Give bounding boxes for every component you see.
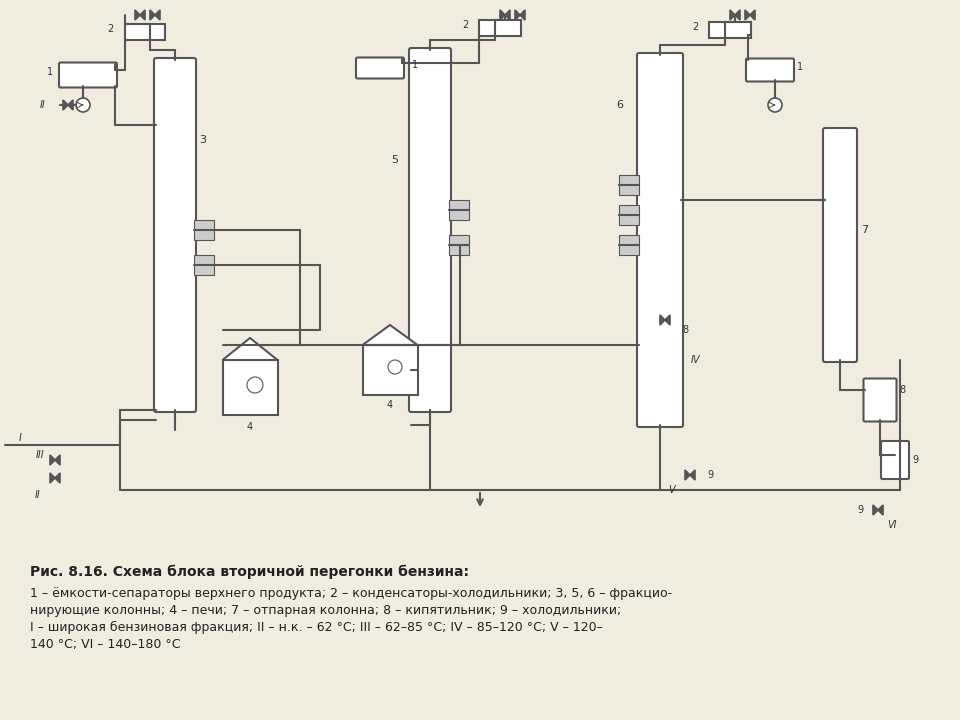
FancyBboxPatch shape	[881, 441, 909, 479]
Polygon shape	[520, 10, 525, 20]
Text: IV: IV	[690, 355, 700, 365]
Bar	[125, 24, 165, 40]
Polygon shape	[690, 470, 695, 480]
Text: 9: 9	[707, 470, 713, 480]
Polygon shape	[50, 473, 55, 483]
Text: 1: 1	[797, 62, 804, 72]
Text: I: I	[18, 433, 21, 443]
Text: 1: 1	[47, 67, 53, 77]
Polygon shape	[745, 10, 750, 20]
Polygon shape	[63, 100, 68, 110]
Polygon shape	[50, 455, 55, 465]
Circle shape	[76, 98, 90, 112]
Polygon shape	[55, 455, 60, 465]
Polygon shape	[505, 10, 510, 20]
Text: 9: 9	[857, 505, 863, 515]
Text: 5: 5	[392, 155, 398, 165]
Text: 2: 2	[462, 20, 468, 30]
Bar	[619, 205, 639, 225]
FancyBboxPatch shape	[409, 48, 451, 412]
Polygon shape	[735, 10, 740, 20]
Bar	[449, 200, 469, 220]
Text: II: II	[36, 490, 41, 500]
Text: нирующие колонны; 4 – печи; 7 – отпарная колонна; 8 – кипятильник; 9 – холодильн: нирующие колонны; 4 – печи; 7 – отпарная…	[30, 604, 621, 617]
Text: 2: 2	[107, 24, 113, 34]
Text: Рис. 8.16. Схема блока вторичной перегонки бензина:: Рис. 8.16. Схема блока вторичной перегон…	[30, 565, 469, 580]
Polygon shape	[140, 10, 145, 20]
Text: 4: 4	[247, 422, 253, 432]
Text: 8: 8	[899, 385, 905, 395]
Polygon shape	[150, 10, 155, 20]
Circle shape	[247, 377, 263, 393]
Polygon shape	[878, 505, 883, 515]
Bar	[709, 22, 751, 38]
Text: 3: 3	[200, 135, 206, 145]
Text: 2: 2	[692, 22, 698, 32]
Text: 8: 8	[682, 325, 688, 335]
Polygon shape	[135, 10, 140, 20]
Polygon shape	[665, 315, 670, 325]
Bar	[363, 345, 418, 395]
Bar	[449, 235, 469, 255]
Text: I – широкая бензиновая фракция; II – н.к. – 62 °С; III – 62–85 °С; IV – 85–120 °: I – широкая бензиновая фракция; II – н.к…	[30, 621, 603, 634]
Polygon shape	[515, 10, 520, 20]
Polygon shape	[155, 10, 160, 20]
FancyBboxPatch shape	[863, 379, 897, 421]
FancyBboxPatch shape	[59, 63, 117, 88]
FancyBboxPatch shape	[746, 58, 794, 81]
Polygon shape	[730, 10, 735, 20]
Text: VI: VI	[887, 520, 897, 530]
Polygon shape	[363, 325, 418, 345]
Polygon shape	[55, 473, 60, 483]
Text: 4: 4	[387, 400, 393, 410]
Text: 6: 6	[616, 100, 623, 110]
Polygon shape	[750, 10, 755, 20]
FancyBboxPatch shape	[823, 128, 857, 362]
Circle shape	[768, 98, 782, 112]
Bar	[223, 360, 277, 415]
Polygon shape	[660, 315, 665, 325]
Bar	[194, 255, 214, 275]
Polygon shape	[873, 505, 878, 515]
Text: II: II	[40, 100, 46, 110]
Polygon shape	[68, 100, 73, 110]
Polygon shape	[500, 10, 505, 20]
Polygon shape	[685, 470, 690, 480]
Bar	[619, 175, 639, 195]
Text: V: V	[669, 485, 675, 495]
Bar	[194, 220, 214, 240]
Bar	[479, 20, 521, 36]
Text: 9: 9	[912, 455, 918, 465]
Circle shape	[388, 360, 402, 374]
FancyBboxPatch shape	[356, 58, 404, 78]
Text: 140 °С; VI – 140–180 °С: 140 °С; VI – 140–180 °С	[30, 638, 180, 651]
Text: III: III	[36, 450, 44, 460]
Polygon shape	[223, 338, 277, 360]
FancyBboxPatch shape	[637, 53, 683, 427]
Text: 1: 1	[412, 60, 418, 70]
FancyBboxPatch shape	[154, 58, 196, 412]
Text: 1 – ёмкости-сепараторы верхнего продукта; 2 – конденсаторы-холодильники; 3, 5, 6: 1 – ёмкости-сепараторы верхнего продукта…	[30, 587, 672, 600]
Text: 7: 7	[861, 225, 869, 235]
Bar	[619, 235, 639, 255]
